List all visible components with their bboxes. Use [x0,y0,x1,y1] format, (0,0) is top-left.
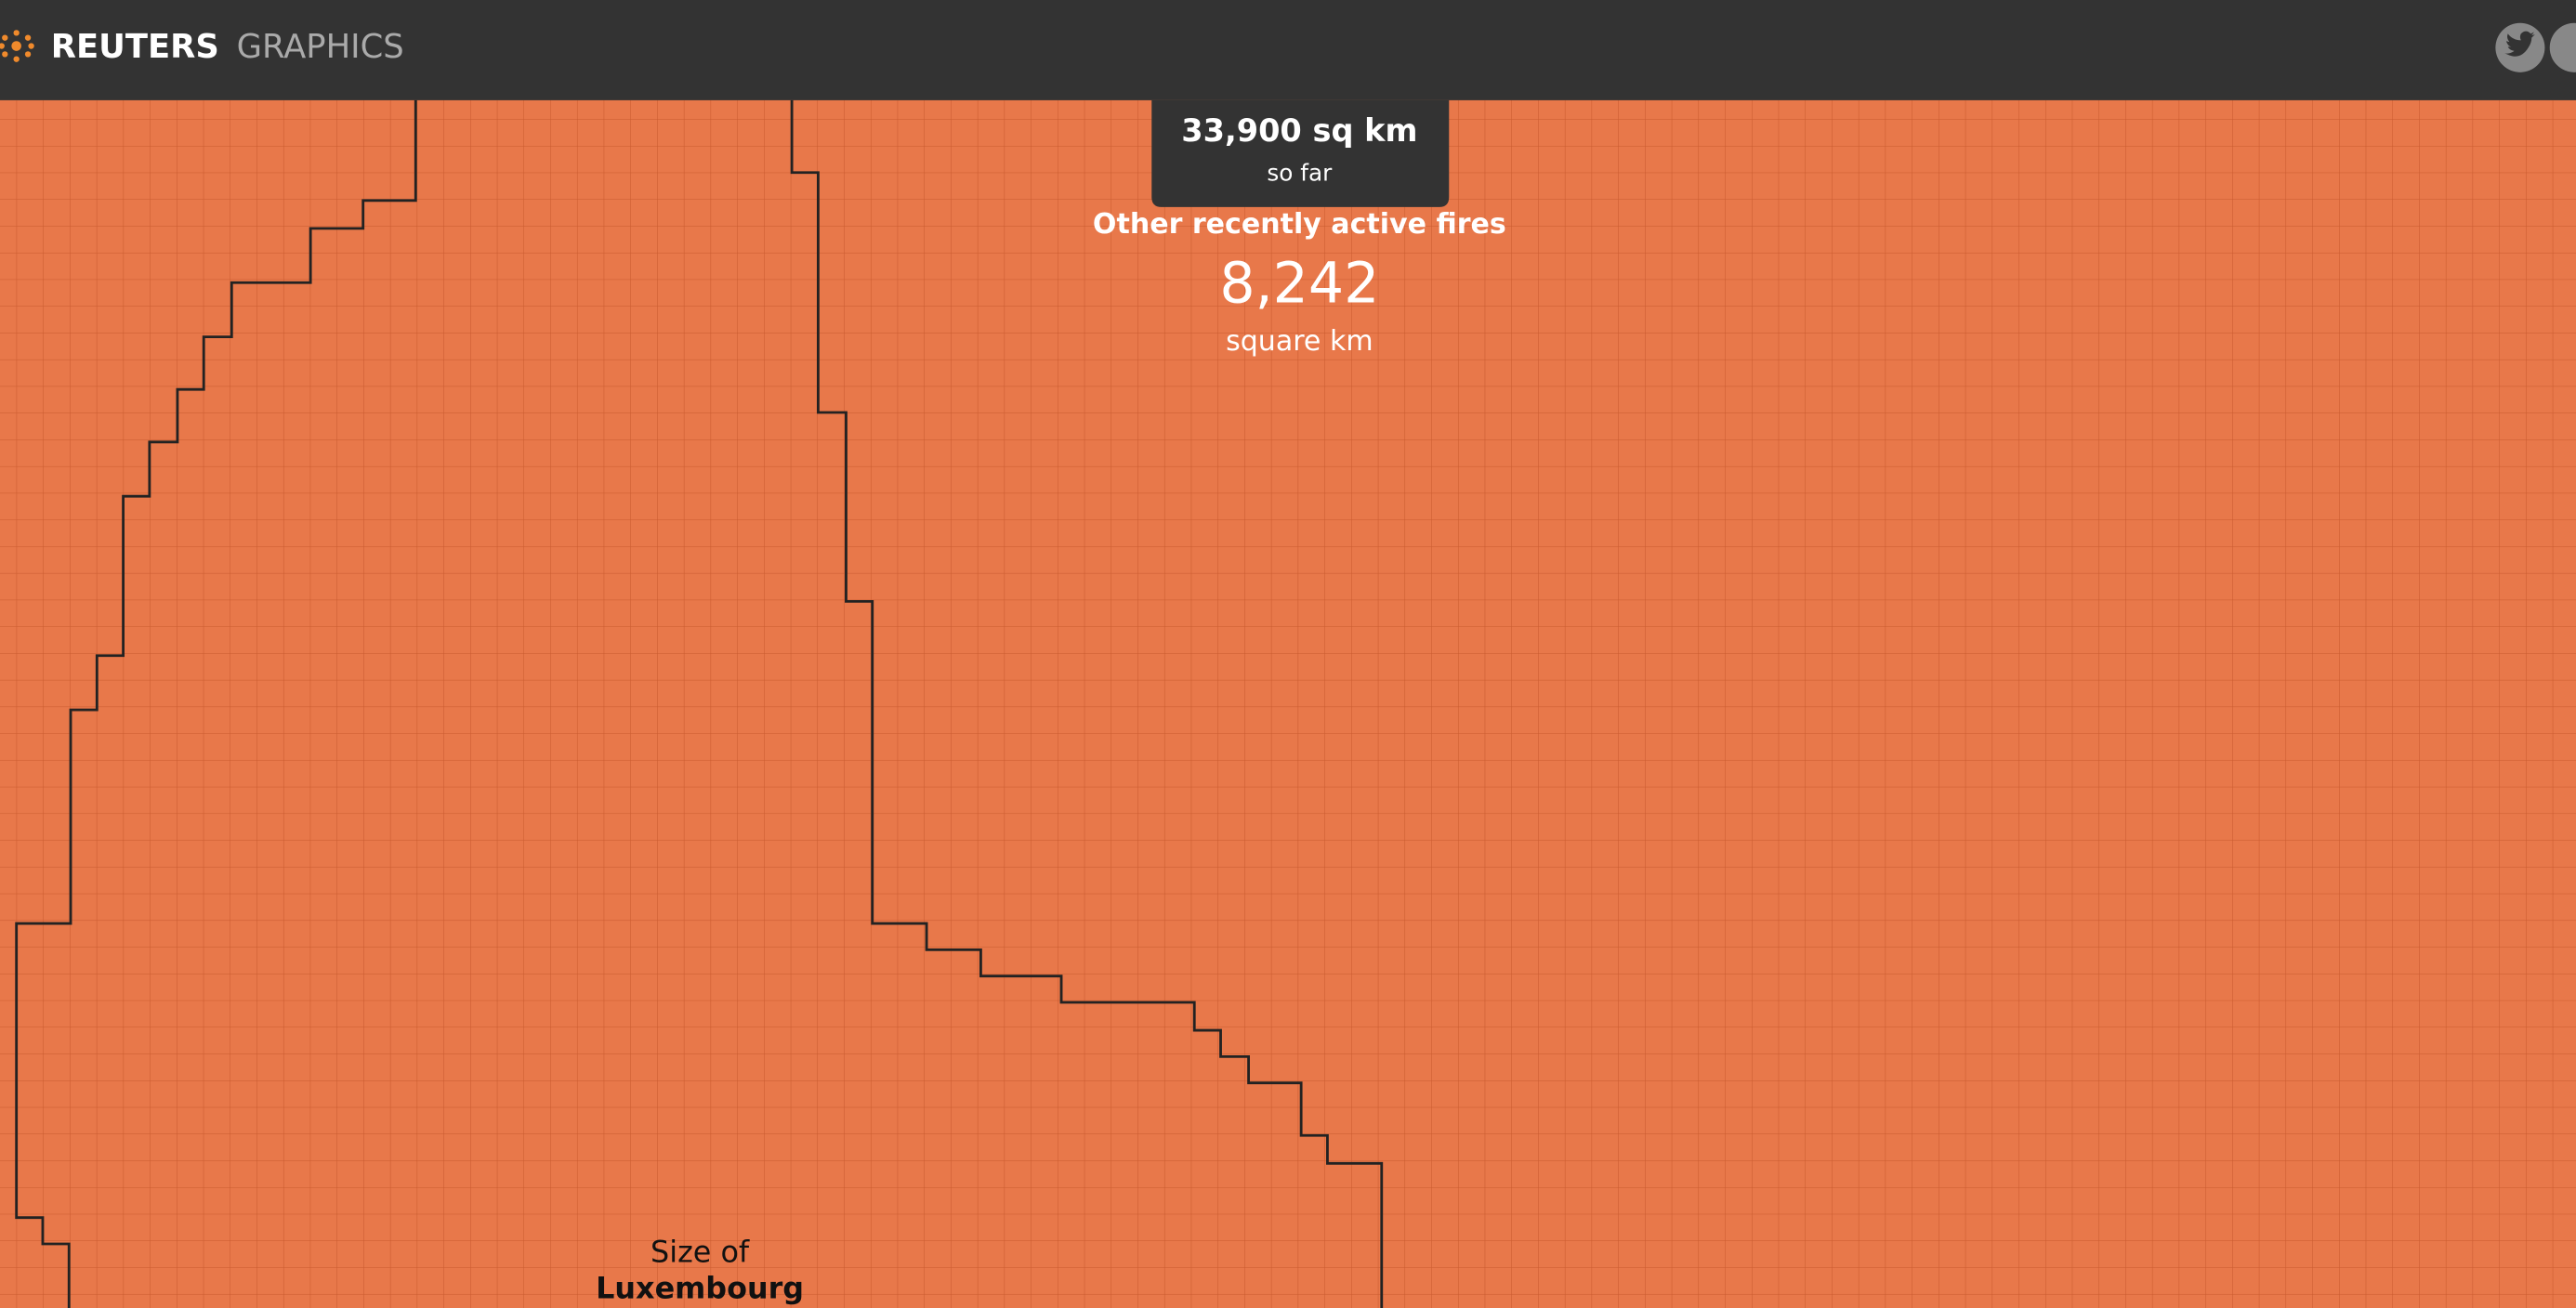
outline-left [15,99,417,1308]
tooltip-title: 33,900 sq km [1181,112,1417,149]
section[interactable]: GRAPHICS [237,28,404,66]
outline-right [790,99,1384,1308]
fires-unit: square km [1226,325,1373,358]
twitter-icon [2504,31,2535,57]
fires-label: Other recently active fires [1093,208,1506,241]
tooltip-box [1151,99,1450,207]
tooltip-subtitle: so far [1267,160,1333,187]
reference-prefix: Size of [651,1234,750,1269]
header-bar [0,0,2576,100]
reference-name: Luxembourg [596,1270,804,1305]
grid [0,99,2576,1308]
logo [0,30,34,62]
fires-value: 8,242 [1219,251,1379,316]
share-button[interactable] [2549,22,2576,72]
brand[interactable]: REUTERS [51,28,219,66]
